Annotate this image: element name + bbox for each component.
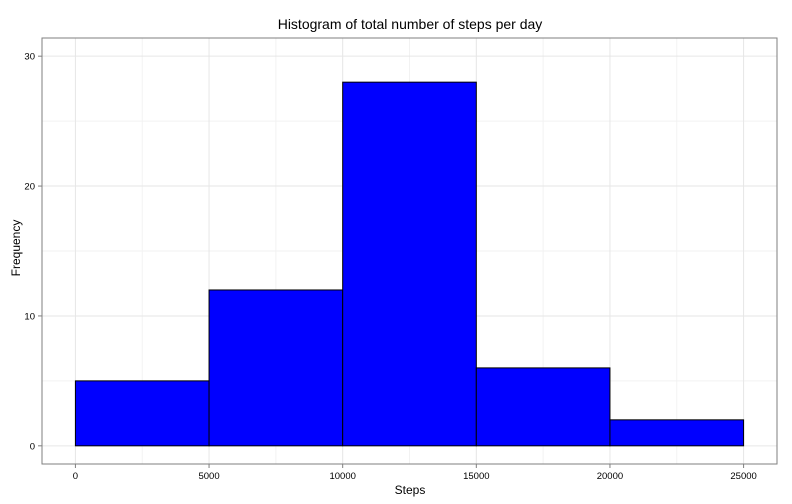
y-axis-label: Frequency [9, 220, 23, 277]
x-tick-label: 15000 [463, 471, 489, 482]
histogram-bar-1 [208, 289, 344, 447]
histogram-bar-2 [342, 81, 477, 447]
y-axis-ticks: 0 10 20 30 [24, 52, 42, 452]
x-axis-label: Steps [395, 483, 426, 497]
y-tick-label: 30 [24, 52, 35, 63]
y-tick-label: 10 [24, 311, 35, 322]
x-tick-label: 25000 [730, 471, 756, 482]
histogram-bar-3 [475, 367, 611, 447]
x-tick-label: 0 [73, 471, 78, 482]
chart-title: Histogram of total number of steps per d… [278, 16, 543, 32]
panel-border [41, 37, 778, 465]
y-tick-label: 20 [24, 182, 35, 193]
bars [74, 81, 745, 447]
x-tick-label: 5000 [198, 471, 219, 482]
x-axis-ticks: 0 5000 10000 15000 20000 25000 [73, 464, 757, 482]
histogram-bar-4 [609, 419, 745, 447]
x-tick-label: 10000 [329, 471, 355, 482]
y-tick-label: 0 [30, 441, 35, 452]
histogram-bar-0 [74, 380, 210, 447]
x-tick-label: 20000 [597, 471, 623, 482]
